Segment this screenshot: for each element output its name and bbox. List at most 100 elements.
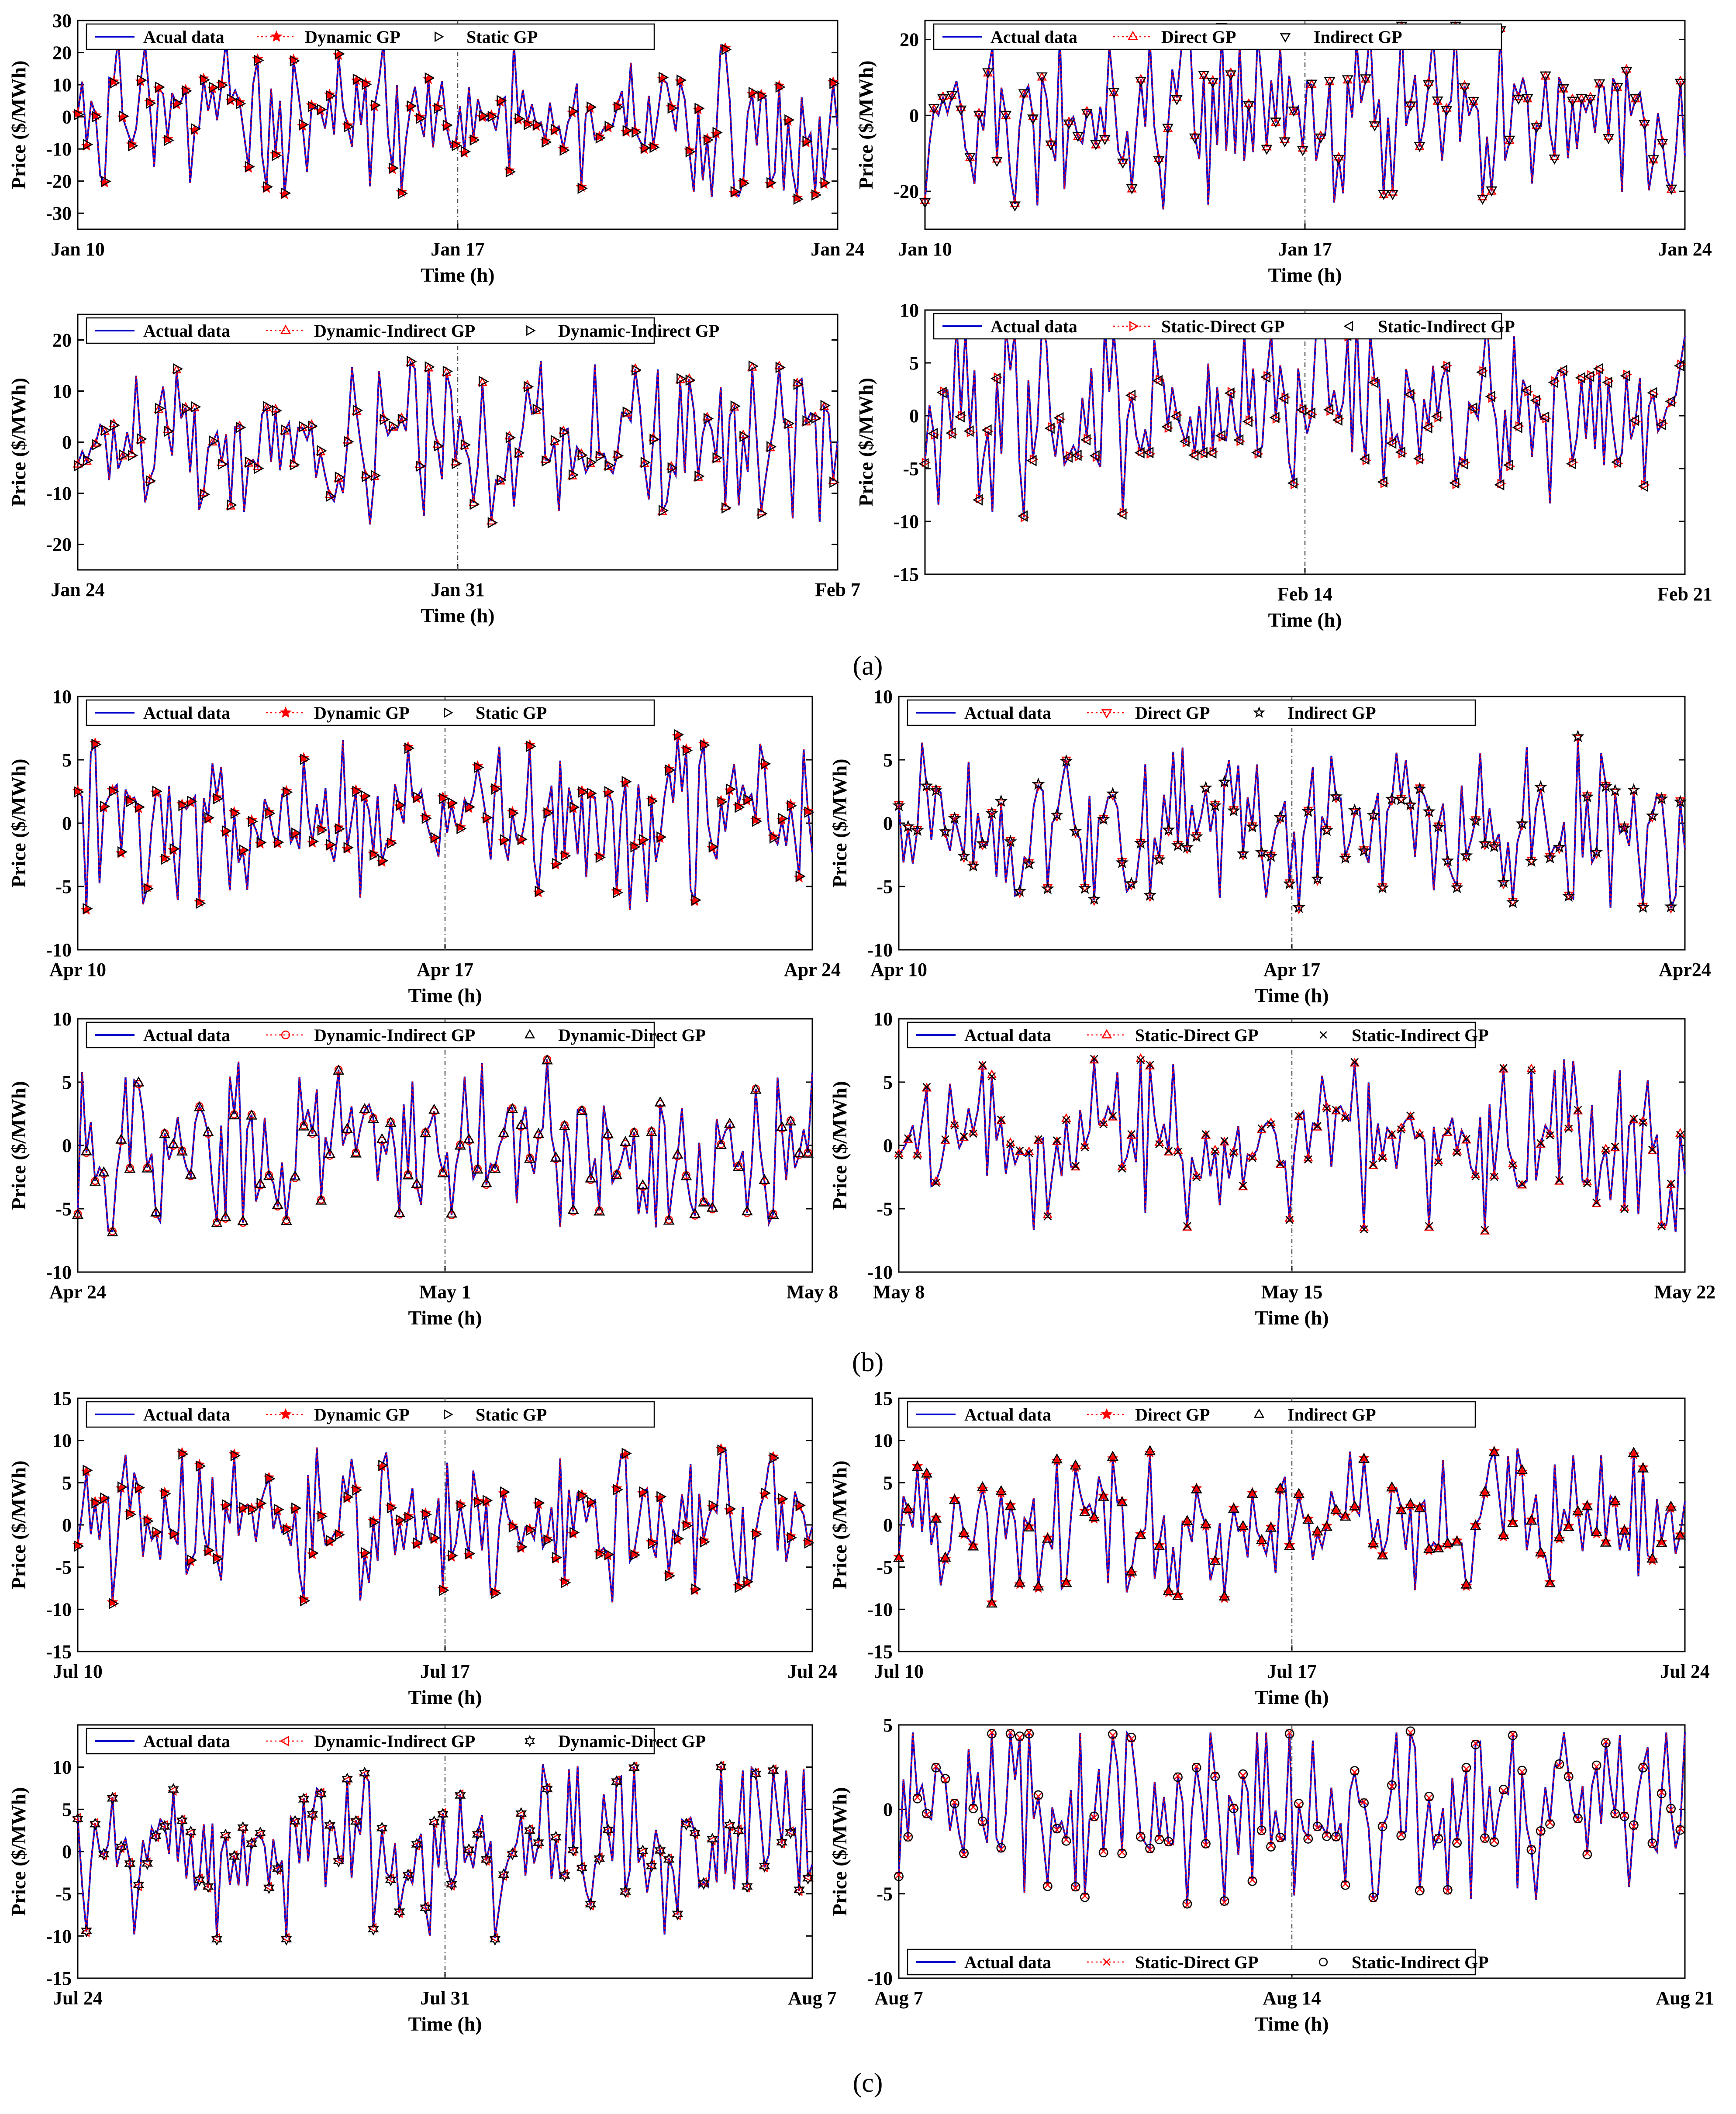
series-2-point [550, 124, 561, 135]
legend-label: Static-Direct GP [1161, 317, 1284, 336]
series-2-point [1674, 360, 1684, 372]
series-2-point [1394, 793, 1408, 805]
series-2-point [126, 1508, 137, 1520]
series-2-point [1153, 852, 1166, 866]
series-1-point [1666, 184, 1677, 193]
series-2-point [640, 456, 651, 469]
y-tick-label: 10 [873, 686, 893, 707]
series-2-point [775, 362, 786, 373]
series-2-point [1321, 1521, 1332, 1531]
series-2-point [428, 1104, 440, 1114]
series-2-point [491, 1587, 502, 1599]
series-2-point [352, 404, 363, 416]
series-2-point [517, 1541, 528, 1553]
series-1-point [1246, 1487, 1258, 1498]
series-2-point [698, 1196, 710, 1207]
y-tick-label: 5 [883, 1472, 893, 1493]
series-2-point [741, 1205, 753, 1216]
series-2-point [585, 1897, 597, 1911]
series-2-point [1248, 1154, 1256, 1162]
series-predicted-line [898, 1448, 1686, 1603]
series-2-point [595, 450, 606, 462]
series-2-point [785, 1826, 797, 1839]
series-2-point [385, 1873, 397, 1886]
series-2-point [1060, 1576, 1072, 1587]
series-2-point [1015, 1731, 1025, 1741]
series-1-point [1610, 1142, 1620, 1152]
series-2-point [1053, 412, 1064, 424]
series-2-point [1405, 101, 1417, 112]
series-2-point [1479, 1486, 1491, 1496]
series-2-point [1543, 851, 1557, 863]
series-2-point [272, 405, 282, 417]
series-2-point [1521, 384, 1532, 397]
series-2-point [308, 835, 319, 847]
series-2-point [1575, 372, 1585, 384]
series-1-point [1270, 117, 1281, 126]
x-tick-label: Jan 17 [1278, 238, 1332, 260]
series-2-point [1292, 900, 1305, 913]
series-2-point [200, 74, 210, 86]
series-1-point [1488, 1445, 1500, 1456]
series-2-point [1490, 1173, 1498, 1181]
y-tick-label: 10 [52, 1757, 72, 1778]
series-2-point [1608, 783, 1622, 797]
series-2-point [1229, 1804, 1239, 1814]
series-2-point [1069, 824, 1082, 837]
series-2-point [1357, 844, 1371, 857]
series-2-point [1180, 840, 1194, 853]
series-2-point [712, 452, 723, 464]
x-tick-label: Jul 31 [420, 1987, 470, 2009]
series-1-point [1145, 1061, 1155, 1069]
series-2-point [949, 1799, 959, 1808]
series-2-point [1497, 875, 1510, 888]
series-2-point [648, 795, 658, 807]
legend-marker [1319, 1031, 1327, 1039]
chart-a1: -30 -20 -10 0 10 20 30 Jan 10 Jan 17 Jan 24 Time (… [7, 10, 865, 286]
series-1-point [135, 435, 146, 444]
series-1-point [1414, 1501, 1425, 1512]
series-2-point [1229, 1148, 1238, 1157]
series-2-point [1378, 190, 1390, 200]
section-label-a: (a) [853, 651, 883, 681]
series-2-point [776, 1121, 788, 1131]
series-2-point [1017, 510, 1028, 522]
series-2-point [1676, 1131, 1684, 1139]
series-predicted-line [77, 1447, 813, 1603]
series-2-point [1665, 1500, 1677, 1511]
series-2-point [1108, 1112, 1117, 1120]
legend-marker [525, 1735, 535, 1747]
series-2-point [411, 1838, 423, 1851]
series-2-point [717, 1444, 728, 1456]
series-2-point [901, 820, 915, 832]
series-1-point [1424, 1222, 1434, 1231]
series-2-point [1458, 458, 1468, 470]
series-1-point [1377, 1548, 1388, 1559]
series-2-point [1154, 1835, 1164, 1845]
series-2-point [1243, 101, 1255, 112]
series-1-point [1126, 1130, 1136, 1139]
series-2-point [622, 125, 633, 137]
series-2-point [1236, 847, 1250, 859]
y-tick-label: -15 [46, 1968, 72, 1989]
series-2-point [1228, 1503, 1239, 1513]
series-2-point [83, 454, 93, 466]
series-2-point [204, 1545, 215, 1556]
series-2-point [1349, 1500, 1360, 1510]
y-tick-label: 0 [883, 1135, 893, 1156]
series-2-point [291, 1502, 302, 1514]
series-2-point [1425, 1222, 1433, 1231]
chart-b2: -10 -5 0 5 10 Apr 10 Apr 17 Apr24 Time (h) Price … [828, 686, 1711, 1007]
legend-marker [1101, 709, 1112, 719]
series-1-point [675, 374, 685, 383]
series-2-point [1256, 1534, 1267, 1544]
series-2-point [290, 55, 300, 67]
series-2-point [698, 1877, 710, 1890]
series-2-point [637, 1844, 649, 1858]
series-2-point [1071, 1162, 1080, 1170]
series-2-point [369, 849, 380, 861]
series-2-point [787, 800, 797, 812]
series-2-point [1583, 1179, 1591, 1188]
series-2-point [164, 425, 174, 437]
series-2-point [1026, 455, 1037, 466]
